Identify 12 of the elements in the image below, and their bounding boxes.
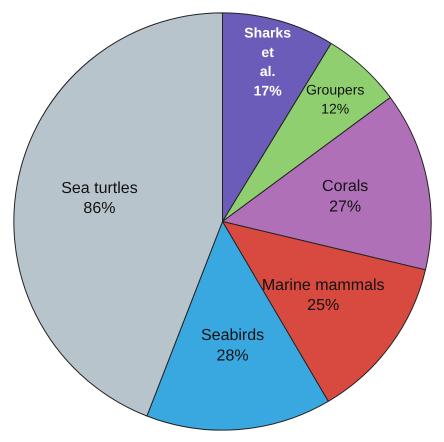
data-label: 12% [321,100,350,117]
data-label: 17% [254,82,282,98]
data-label: 28% [216,347,249,364]
slice-label: Corals [322,178,368,195]
data-label: 25% [307,297,340,314]
slice-label: Sharks et al. [244,24,292,80]
data-label: 86% [83,200,116,218]
slice-label: Sea turtles [61,180,138,197]
slice-label: Marine mammals [262,276,385,294]
slice-label: Seabirds [201,327,264,344]
slice-label: Groupers [306,81,364,98]
data-label: 27% [329,198,362,216]
